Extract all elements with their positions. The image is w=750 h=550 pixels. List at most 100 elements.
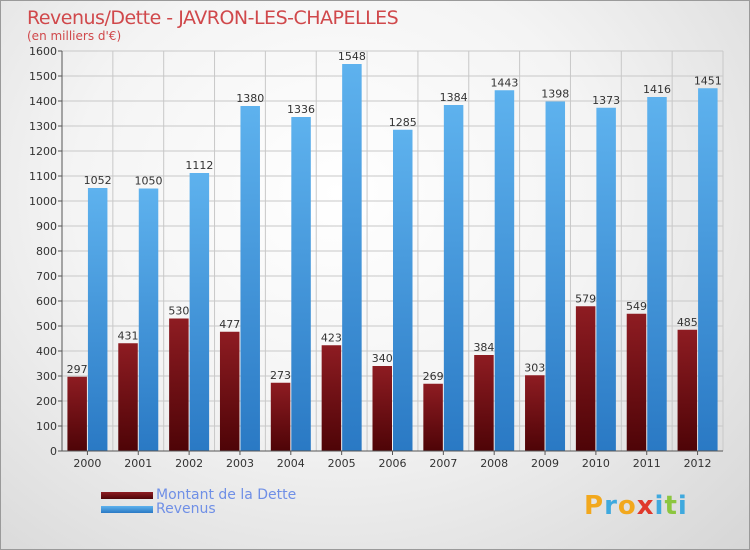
data-label: 1548 [338,50,366,63]
chart-title: Revenus/Dette - JAVRON-LES-CHAPELLES [27,7,399,29]
bar-debt [219,331,240,451]
bar-debt [525,375,545,451]
data-label: 1384 [440,91,468,104]
legend-item-debt: Montant de la Dette [101,487,297,503]
y-tick-label: 1100 [29,170,57,183]
data-label: 549 [626,300,647,313]
y-tick-label: 1300 [29,120,57,133]
x-tick-label: 2006 [379,457,407,470]
y-tick-label: 1400 [29,95,57,108]
logo-letter: t [664,491,678,521]
bar-revenue [647,97,667,451]
data-label: 1443 [490,76,518,89]
bar-debt [474,355,494,451]
bar-revenue [494,90,515,451]
x-tick-label: 2005 [328,457,356,470]
data-label: 579 [575,292,596,305]
y-tick-label: 1600 [29,45,57,58]
bar-revenue [342,64,362,451]
y-tick-label: 200 [36,395,57,408]
proxiti-logo: Proxiti [584,491,688,521]
x-tick-label: 2010 [582,457,610,470]
bar-revenue [291,117,311,451]
data-label: 1112 [185,159,213,172]
bar-debt [423,383,443,451]
data-label: 530 [168,305,189,318]
x-tick-label: 2000 [73,457,101,470]
data-label: 273 [270,369,291,382]
y-tick-label: 400 [36,345,57,358]
bar-debt [169,318,189,451]
y-tick-label: 700 [36,270,57,283]
data-label: 1285 [389,116,417,129]
data-label: 1398 [541,88,569,101]
legend-swatch-debt [101,491,153,499]
legend-swatch-revenue [101,505,153,513]
y-tick-label: 500 [36,320,57,333]
x-tick-label: 2007 [429,457,457,470]
data-label: 384 [473,341,494,354]
bar-debt [677,329,698,451]
x-tick-label: 2008 [480,457,508,470]
x-tick-label: 2011 [633,457,661,470]
logo-letter: i [677,491,688,521]
data-label: 1336 [287,103,315,116]
bar-debt [626,313,647,451]
y-tick-label: 300 [36,370,57,383]
bar-revenue [698,88,718,451]
data-label: 1451 [694,74,722,87]
bar-revenue [240,106,260,451]
bar-revenue [189,173,210,451]
legend-label-debt: Montant de la Dette [156,487,297,503]
bar-debt [372,366,392,451]
data-label: 297 [67,363,88,376]
data-label: 485 [677,316,698,329]
bar-debt [118,343,138,451]
x-tick-label: 2003 [226,457,254,470]
y-tick-label: 1200 [29,145,57,158]
bar-revenue [545,101,566,451]
logo-letter: P [584,491,605,521]
x-tick-label: 2004 [277,457,305,470]
data-label: 423 [321,331,342,344]
bar-revenue [393,129,413,451]
data-label: 1373 [592,94,620,107]
data-label: 340 [372,352,393,365]
data-label: 477 [219,318,240,331]
x-tick-label: 2009 [531,457,559,470]
y-tick-label: 900 [36,220,57,233]
y-tick-label: 0 [50,445,57,458]
legend-label-revenue: Revenus [156,501,216,517]
logo-letter: i [654,491,665,521]
bar-debt [67,376,87,451]
y-tick-label: 800 [36,245,57,258]
y-tick-label: 100 [36,420,57,433]
data-label: 269 [423,370,444,383]
legend-item-revenue: Revenus [101,501,216,517]
bar-debt [270,382,291,451]
bar-revenue [443,105,464,451]
data-label: 1380 [236,92,264,105]
logo-letter: r [604,491,618,521]
y-tick-label: 1500 [29,70,57,83]
x-tick-label: 2012 [684,457,712,470]
data-label: 1052 [84,174,112,187]
chart-subtitle: (en milliers d'€) [27,29,122,43]
bar-revenue [138,188,159,451]
x-tick-label: 2002 [175,457,203,470]
y-tick-label: 1000 [29,195,57,208]
data-label: 1050 [135,175,163,188]
bar-debt [321,345,342,451]
logo-letter: x [636,491,655,521]
data-label: 1416 [643,83,671,96]
bar-revenue [87,188,108,451]
bar-revenue [596,107,616,451]
data-label: 431 [118,329,139,342]
bar-debt [575,306,596,451]
data-label: 303 [524,361,545,374]
x-tick-label: 2001 [124,457,152,470]
logo-letter: o [617,491,637,521]
y-tick-label: 600 [36,295,57,308]
